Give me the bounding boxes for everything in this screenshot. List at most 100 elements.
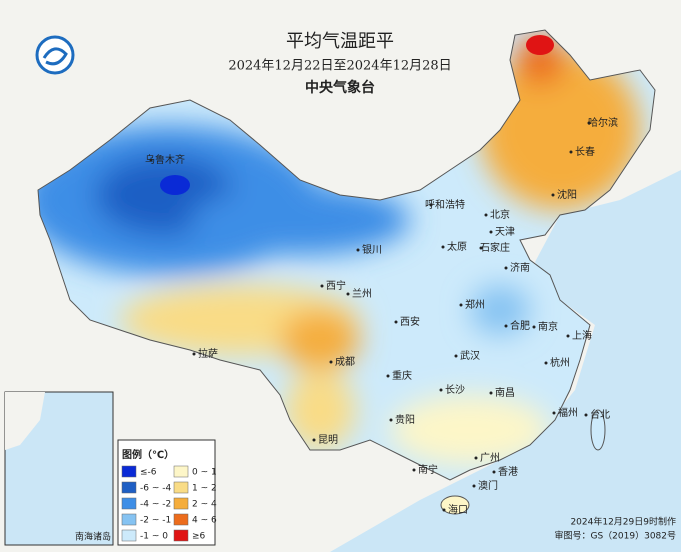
- city-label: 西宁: [326, 279, 346, 292]
- city-dot: [312, 438, 316, 442]
- city-label: 天津: [495, 226, 515, 238]
- city-label: 合肥: [510, 319, 530, 332]
- legend-swatch: [121, 497, 137, 510]
- city-label: 上海: [572, 329, 592, 342]
- city-label: 重庆: [392, 369, 412, 382]
- city-dot: [320, 284, 324, 288]
- city-label: 成都: [335, 356, 355, 368]
- city-dot: [489, 230, 493, 234]
- city-dot: [551, 193, 555, 197]
- city-label: 哈尔滨: [588, 116, 618, 129]
- city-label: 南京: [538, 320, 558, 333]
- city-label: 兰州: [352, 287, 372, 300]
- city-dot: [584, 413, 588, 417]
- city-dot: [489, 391, 493, 395]
- city-label: 太原: [447, 240, 467, 253]
- city-dot: [192, 352, 196, 356]
- city-dot: [439, 388, 443, 392]
- legend-swatch: [121, 481, 137, 494]
- city-label: 长沙: [445, 384, 465, 396]
- city-label: 贵阳: [395, 413, 415, 426]
- city-label: 香港: [498, 466, 518, 478]
- legend-label: 1 ~ 2: [192, 484, 217, 494]
- legend-label: ≥6: [192, 532, 206, 542]
- city-dot: [544, 361, 548, 365]
- city-label: 昆明: [318, 434, 338, 446]
- legend-swatch: [173, 481, 189, 494]
- legend-label: -1 ~ 0: [140, 532, 168, 542]
- city-label: 武汉: [460, 349, 480, 362]
- city-dot: [552, 411, 556, 415]
- legend-label: -6 ~ -4: [140, 484, 171, 494]
- city-label: 西安: [400, 315, 420, 328]
- logo: [35, 35, 75, 75]
- city-dot: [479, 246, 483, 250]
- city-dot: [472, 484, 476, 488]
- legend-title: 图例（℃）: [122, 448, 174, 461]
- city-label: 济南: [510, 261, 530, 274]
- city-dot: [441, 245, 445, 249]
- legend-swatch: [121, 529, 137, 542]
- city-label: 杭州: [550, 356, 570, 369]
- city-dot: [454, 354, 458, 358]
- city-dot: [504, 324, 508, 328]
- city-label: 呼和浩特: [425, 199, 465, 211]
- city-dot: [149, 158, 153, 162]
- city-dot: [356, 248, 360, 252]
- city-dot: [587, 121, 591, 125]
- city-label: 银川: [362, 243, 382, 256]
- issuer: 中央气象台: [305, 79, 375, 96]
- legend-label: 0 ~ 1: [192, 468, 217, 478]
- city-label: 沈阳: [557, 188, 577, 201]
- city-label: 海口: [448, 503, 468, 516]
- city-label: 石家庄: [480, 241, 510, 254]
- city-dot: [569, 150, 573, 154]
- legend-label: 4 ~ 6: [192, 516, 217, 526]
- legend-swatch: [173, 529, 189, 542]
- legend-label: ≤-6: [140, 468, 157, 478]
- legend-swatch: [121, 465, 137, 478]
- city-dot: [412, 468, 416, 472]
- inset-land: [5, 392, 45, 450]
- city-label: 南昌: [495, 386, 515, 399]
- title: 平均气温距平: [286, 31, 394, 52]
- city-dot: [492, 470, 496, 474]
- city-label: 台北: [590, 408, 610, 421]
- taiwan: [590, 409, 606, 451]
- city-label: 福州: [558, 406, 578, 419]
- legend-label: 2 ~ 4: [192, 500, 217, 510]
- city-dot: [389, 418, 393, 422]
- hainan: [440, 495, 470, 515]
- legend-label: -2 ~ -1: [140, 516, 171, 526]
- footer-line: 审图号：GS（2019）3082号: [555, 530, 677, 542]
- city-dot: [566, 334, 570, 338]
- legend-swatch: [173, 465, 189, 478]
- city-dot: [484, 213, 488, 217]
- city-dot: [504, 266, 508, 270]
- footer-line: 2024年12月29日9时制作: [570, 516, 676, 528]
- city-label: 郑州: [465, 298, 485, 311]
- city-dot: [474, 456, 478, 460]
- city-dot: [386, 374, 390, 378]
- date-range: 2024年12月22日至2024年12月28日: [228, 59, 451, 74]
- city-label: 广州: [480, 452, 500, 464]
- city-label: 乌鲁木齐: [145, 153, 185, 166]
- sea: [330, 170, 681, 552]
- city-dot: [532, 325, 536, 329]
- legend-swatch: [173, 497, 189, 510]
- city-dot: [394, 320, 398, 324]
- legend-label: -4 ~ -2: [140, 500, 171, 510]
- logo-mark: [42, 47, 68, 66]
- city-dot: [346, 292, 350, 296]
- legend-swatch: [121, 513, 137, 526]
- legend-swatch: [173, 513, 189, 526]
- country-border: [37, 29, 656, 481]
- city-label: 长春: [575, 146, 595, 158]
- city-dot: [429, 203, 433, 207]
- city-label: 澳门: [478, 479, 498, 492]
- city-label: 拉萨: [198, 347, 218, 360]
- legend: ≤-6 -6 ~ -4 -4 ~ -2 -2 ~ -1 -1 ~ 0 0 ~ 1 1 ~ 2…: [121, 465, 217, 542]
- city-dot: [329, 360, 333, 364]
